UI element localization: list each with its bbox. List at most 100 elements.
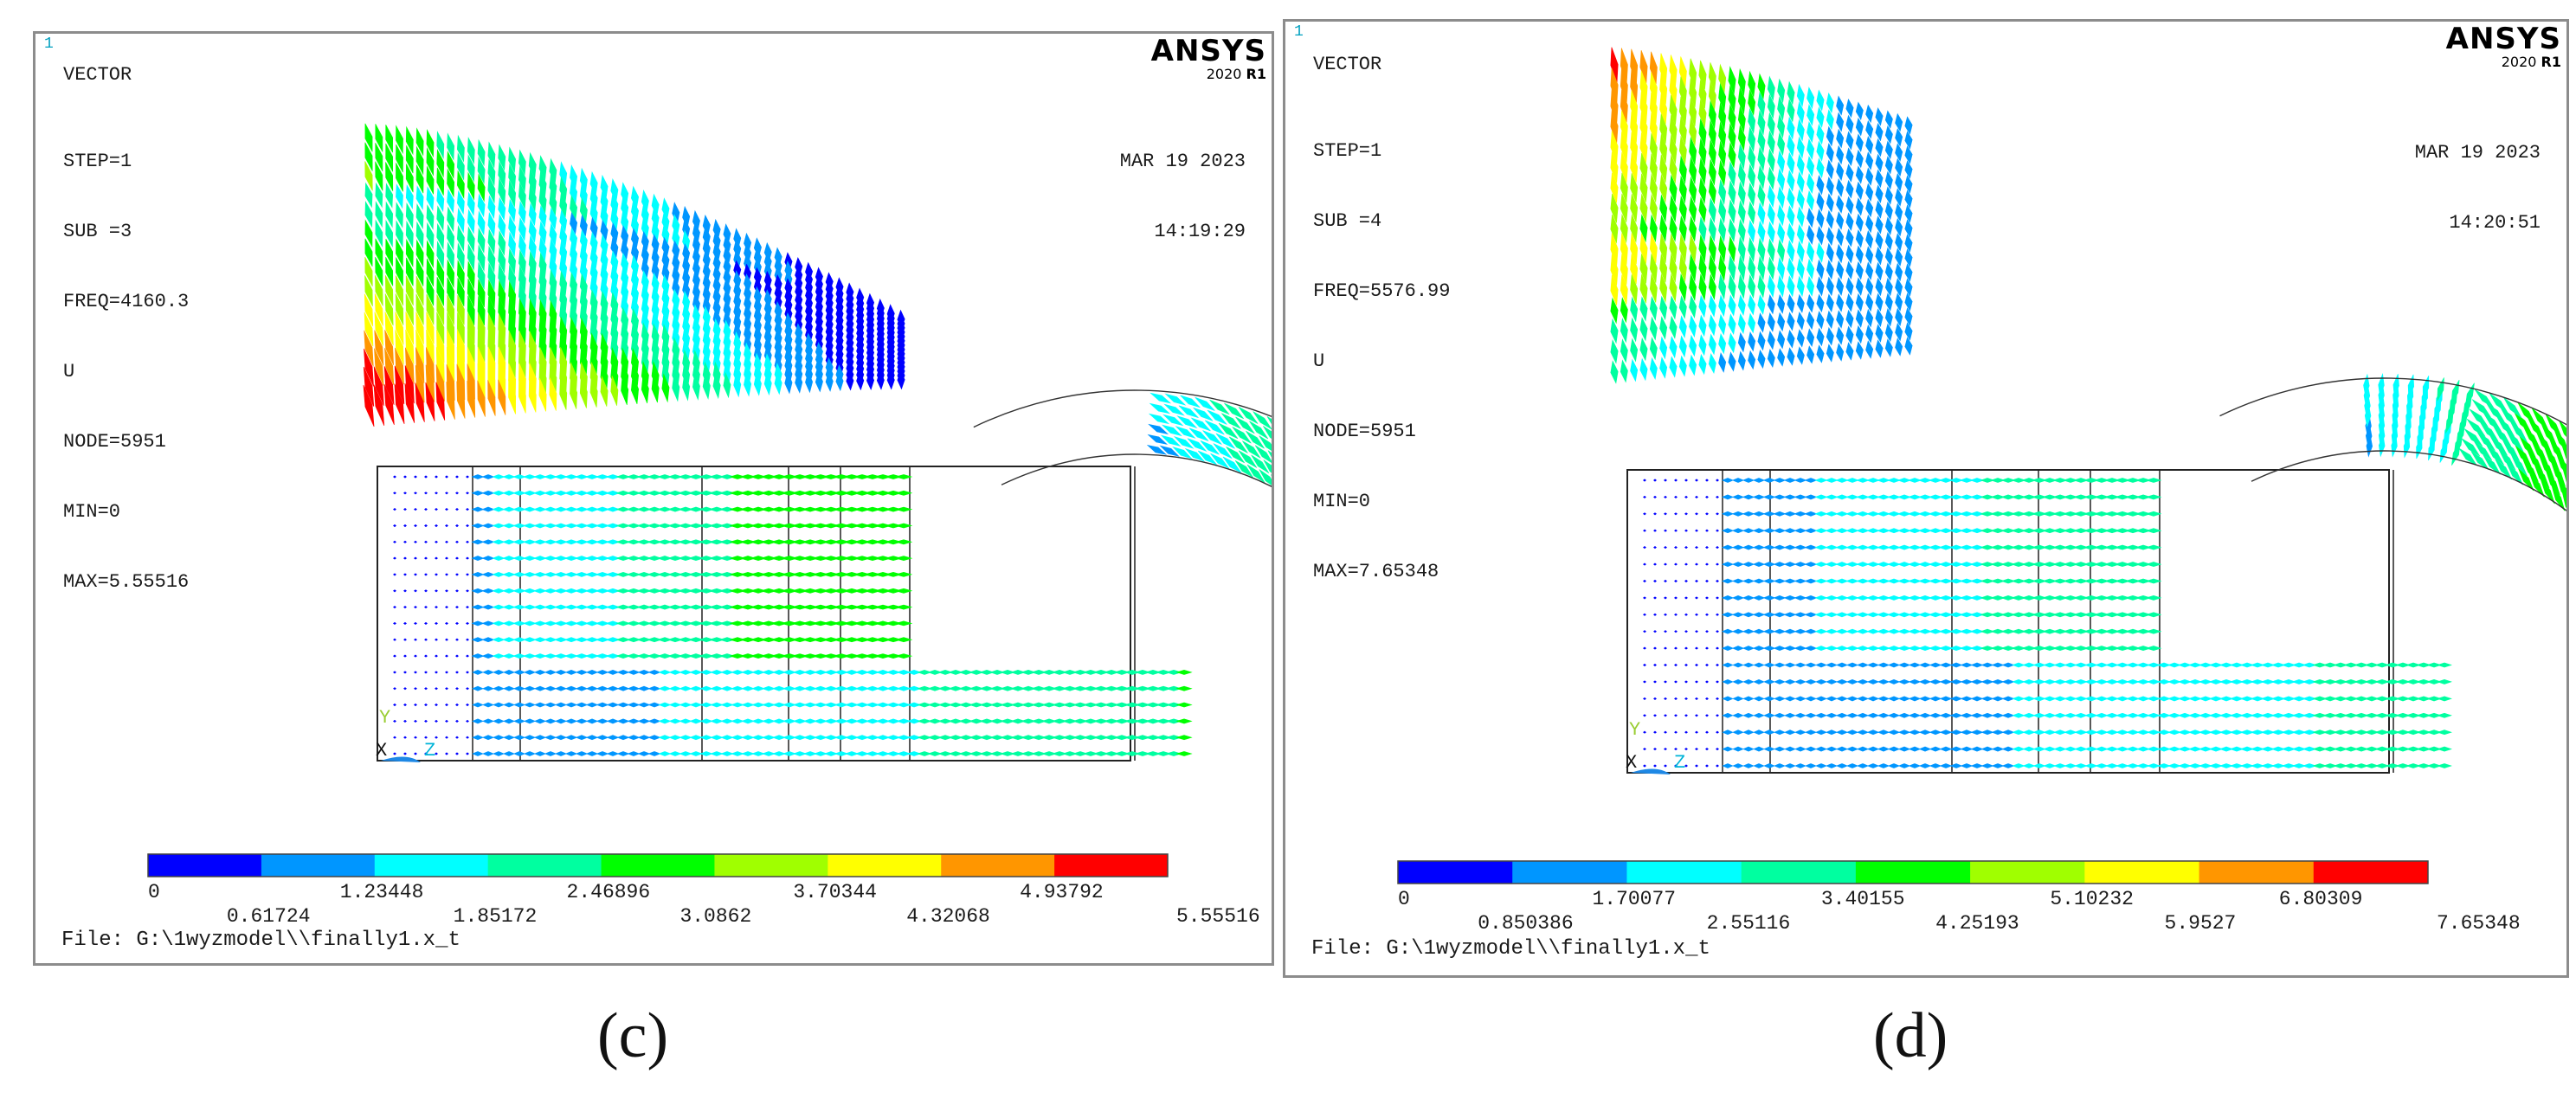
displacement-arrow — [1875, 169, 1884, 189]
displacement-arrow — [1929, 662, 1942, 668]
displacement-arrow — [467, 312, 475, 344]
version-year: 2020 — [2501, 54, 2537, 70]
displacement-arrow — [815, 370, 823, 393]
displacement-arrow — [1855, 213, 1864, 233]
displacement-arrow — [456, 225, 465, 252]
displacement-arrow — [1826, 344, 1834, 363]
displacement-arrow — [1806, 275, 1815, 297]
displacement-arrow — [466, 508, 469, 511]
displacement-arrow — [1884, 292, 1893, 312]
legend-swatch — [1512, 861, 1627, 884]
displacement-arrow — [1664, 495, 1667, 498]
displacement-arrow — [1695, 630, 1698, 633]
displacement-arrow — [1895, 217, 1903, 237]
displacement-arrow — [466, 719, 469, 723]
displacement-arrow — [1897, 746, 1911, 752]
displacement-arrow — [1806, 87, 1815, 110]
displacement-arrow — [1877, 712, 1890, 718]
displacement-arrow — [1855, 165, 1864, 184]
displacement-arrow — [856, 370, 865, 391]
displacement-arrow — [1678, 335, 1687, 358]
displacement-arrow — [1753, 678, 1765, 684]
displacement-arrow — [1643, 630, 1646, 633]
displacement-arrow — [1678, 96, 1687, 126]
displacement-arrow — [1826, 276, 1834, 297]
plot-type-label: VECTOR — [63, 64, 132, 86]
displacement-arrow — [1213, 443, 1233, 459]
legend-tick-label: 4.93792 — [1020, 881, 1104, 903]
displacement-arrow — [1742, 594, 1755, 601]
displacement-arrow — [575, 718, 589, 724]
displacement-arrow — [456, 312, 465, 344]
displacement-arrow — [375, 161, 383, 191]
displacement-arrow — [375, 182, 383, 209]
displacement-arrow — [894, 539, 913, 545]
displacement-arrow — [1757, 91, 1766, 118]
displacement-arrow — [1767, 112, 1775, 138]
displacement-arrow — [396, 125, 403, 155]
displacement-arrow — [1610, 172, 1619, 203]
displacement-arrow — [498, 247, 506, 274]
displacement-arrow — [575, 685, 589, 691]
displacement-arrow — [1674, 562, 1678, 566]
displacement-arrow — [1794, 729, 1806, 736]
displacement-arrow — [1897, 678, 1911, 684]
legend-tick-label: 2.46896 — [567, 881, 651, 903]
displacement-arrow — [364, 238, 373, 267]
displacement-arrow — [447, 329, 455, 363]
displacement-arrow — [559, 209, 568, 233]
displacement-arrow — [1630, 90, 1639, 123]
displacement-arrow — [1836, 260, 1845, 280]
displacement-arrow — [1737, 273, 1746, 299]
displacement-arrow — [385, 219, 394, 248]
displacement-arrow — [1674, 495, 1678, 498]
displacement-arrow — [1895, 202, 1903, 222]
displacement-arrow — [1816, 344, 1825, 363]
displacement-arrow — [1845, 147, 1854, 167]
displacement-arrow — [1836, 228, 1845, 247]
displacement-arrow — [1884, 125, 1893, 145]
displacement-arrow — [1246, 430, 1265, 449]
displacement-arrow — [415, 312, 424, 344]
displacement-arrow — [1742, 678, 1755, 684]
displacement-arrow — [447, 294, 455, 325]
displacement-arrow — [1643, 512, 1646, 516]
legend-tick-label: 0.61724 — [227, 905, 311, 928]
displacement-arrow — [1884, 170, 1893, 190]
axis-label-y: Y — [1629, 719, 1640, 741]
displacement-arrow — [1845, 696, 1859, 702]
displacement-arrow — [1689, 156, 1697, 185]
displacement-arrow — [1653, 630, 1657, 633]
displacement-arrow — [2437, 662, 2452, 668]
displacement-arrow — [1737, 331, 1746, 353]
displacement-arrow — [1716, 748, 1719, 751]
legend-swatch — [2199, 861, 2315, 884]
displacement-arrow — [1643, 730, 1646, 734]
displacement-arrow — [1728, 313, 1736, 335]
displacement-arrow — [2517, 402, 2536, 424]
displacement-arrow — [493, 718, 505, 724]
displacement-arrow — [661, 373, 670, 403]
displacement-arrow — [455, 638, 459, 641]
displacement-arrow — [723, 372, 731, 399]
displacement-arrow — [523, 718, 537, 724]
window-number: 1 — [44, 35, 54, 53]
displacement-arrow — [1742, 662, 1755, 668]
displacement-arrow — [1877, 696, 1890, 702]
displacement-arrow — [1918, 729, 1932, 736]
displacement-arrow — [1266, 415, 1272, 425]
displacement-arrow — [1175, 718, 1193, 724]
displacement-arrow — [2145, 528, 2162, 534]
ansys-plot-panel-d: 1 VECTOR STEP=1 SUB =4 FREQ=5576.99 U NO… — [1283, 19, 2569, 978]
displacement-arrow — [1147, 434, 1169, 445]
displacement-arrow — [508, 215, 517, 240]
displacement-arrow — [445, 573, 448, 576]
displacement-arrow — [1742, 612, 1755, 618]
displacement-arrow — [426, 166, 435, 195]
displacement-arrow — [1728, 142, 1736, 169]
displacement-arrow — [1722, 712, 1734, 718]
displacement-arrow — [1664, 764, 1667, 768]
displacement-arrow — [1722, 662, 1734, 668]
displacement-arrow — [1689, 234, 1697, 263]
displacement-arrow — [1835, 662, 1849, 668]
